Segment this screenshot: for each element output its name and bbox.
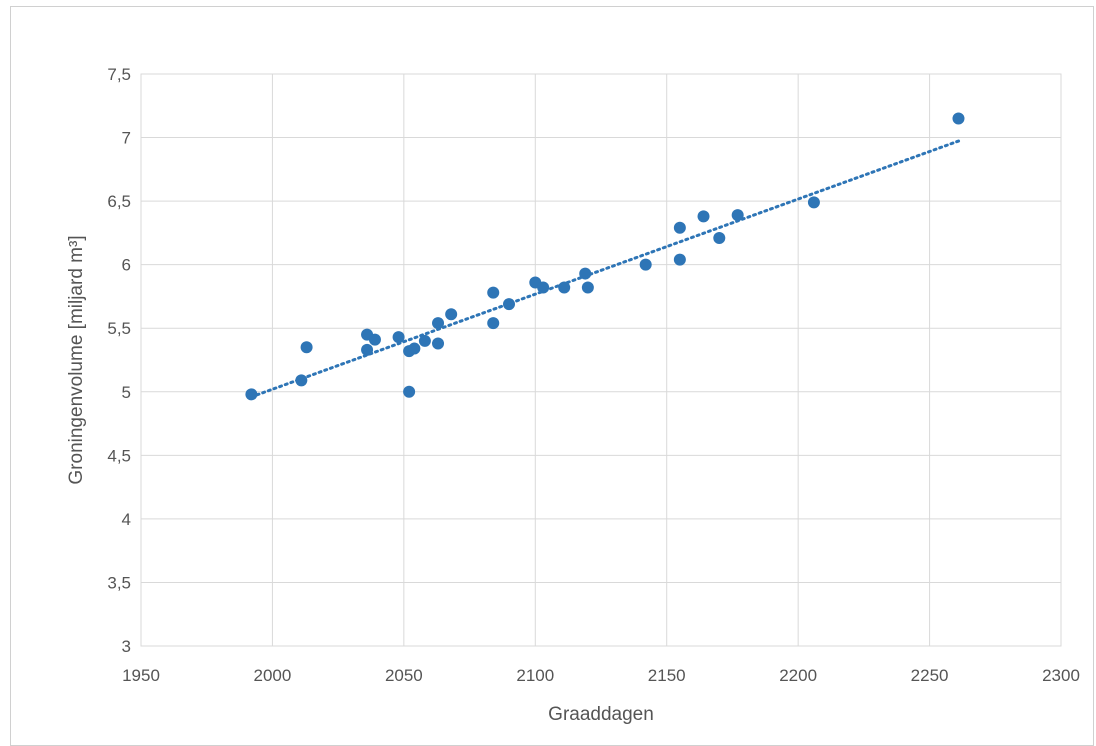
y-tick-label: 7,5 <box>107 65 131 84</box>
data-point <box>673 221 686 234</box>
x-tick-label: 2000 <box>254 666 292 685</box>
data-point <box>639 258 652 271</box>
y-axis-tick-labels: 3 3,5 4 4,5 5 5,5 6 6,5 7 7,5 <box>107 65 131 656</box>
data-point <box>245 388 258 401</box>
y-tick-label: 5,5 <box>107 319 131 338</box>
data-point <box>487 317 500 330</box>
data-point <box>295 374 308 387</box>
data-point <box>361 343 374 356</box>
x-tick-label: 1950 <box>122 666 160 685</box>
data-point <box>537 281 550 294</box>
x-axis-tick-labels: 1950 2000 2050 2100 2150 2200 2250 2300 <box>122 666 1080 685</box>
data-point <box>445 308 458 321</box>
y-tick-label: 6 <box>122 256 131 275</box>
data-point <box>673 253 686 266</box>
data-point <box>432 317 445 330</box>
gridlines <box>140 73 1062 647</box>
x-axis-title: Graaddagen <box>548 704 654 725</box>
data-point <box>487 286 500 299</box>
data-point <box>731 209 744 222</box>
x-tick-label: 2100 <box>516 666 554 685</box>
data-point <box>418 334 431 347</box>
x-tick-label: 2250 <box>911 666 949 685</box>
data-point <box>300 341 313 354</box>
data-points <box>245 112 965 401</box>
data-point <box>697 210 710 223</box>
trendline <box>249 138 963 399</box>
trendline-layer <box>249 138 963 399</box>
y-tick-label: 5 <box>122 383 131 402</box>
x-tick-label: 2050 <box>385 666 423 685</box>
x-tick-label: 2200 <box>779 666 817 685</box>
data-point <box>408 342 421 355</box>
data-point <box>432 337 445 350</box>
y-tick-label: 3 <box>122 637 131 656</box>
y-axis-title: Groningenvolume [miljard m³] <box>66 235 87 484</box>
data-point <box>579 267 592 280</box>
x-tick-label: 2150 <box>648 666 686 685</box>
data-point <box>392 331 405 344</box>
data-point <box>403 385 416 398</box>
chart-frame <box>10 6 1094 746</box>
y-tick-label: 6,5 <box>107 192 131 211</box>
y-tick-label: 4 <box>122 510 131 529</box>
y-tick-label: 7 <box>122 129 131 148</box>
data-point <box>581 281 594 294</box>
data-point <box>807 196 820 209</box>
data-point <box>713 231 726 244</box>
data-point <box>368 333 381 346</box>
plot-border <box>140 73 1062 647</box>
data-point <box>558 281 571 294</box>
data-point <box>952 112 965 125</box>
data-point <box>503 298 515 311</box>
x-tick-label: 2300 <box>1042 666 1080 685</box>
y-tick-label: 4,5 <box>107 446 131 465</box>
plot-area-border <box>140 73 1062 647</box>
y-tick-label: 3,5 <box>107 573 131 592</box>
